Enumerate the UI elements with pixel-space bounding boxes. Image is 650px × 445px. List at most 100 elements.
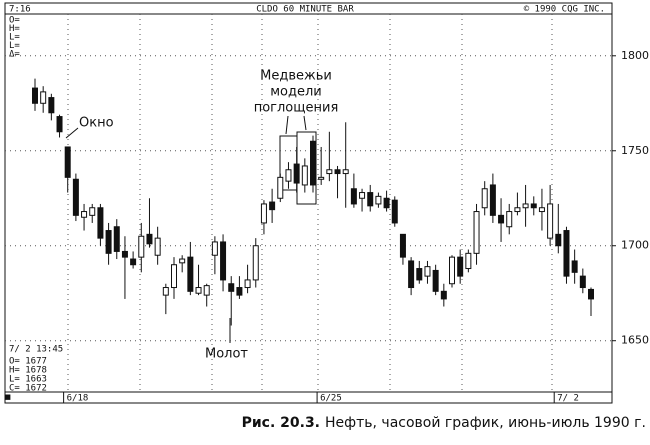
candle-body: [162, 287, 169, 296]
candle-body: [498, 214, 505, 224]
candle-body: [481, 188, 488, 209]
candle-body: [408, 260, 415, 289]
candle-body: [571, 260, 578, 273]
candle-body: [391, 199, 398, 224]
candle-body: [301, 165, 308, 186]
candle-body: [514, 207, 521, 213]
candle-body: [367, 192, 374, 207]
status-label: Δ=: [9, 50, 20, 60]
candle-body: [244, 279, 251, 289]
candle-body: [547, 203, 554, 239]
candle-body: [113, 226, 120, 252]
annotation: поглощения: [254, 101, 339, 116]
status-label: H=: [9, 24, 20, 34]
annotation: Окно: [79, 116, 114, 131]
candle-body: [252, 245, 259, 281]
candle-body: [563, 230, 570, 277]
candle-body: [32, 87, 38, 104]
candle-body: [56, 116, 63, 133]
vertical-grid: [67, 14, 553, 392]
candle-body: [440, 290, 447, 300]
candle-body: [130, 258, 137, 266]
status-label: L=: [9, 41, 20, 51]
y-tick-label: 1700: [621, 239, 649, 252]
candle-body: [555, 233, 562, 247]
candle-body: [318, 176, 325, 180]
info-line: C= 1672: [9, 384, 47, 394]
x-tick-label: 6/25: [320, 394, 342, 404]
candle-body: [449, 256, 455, 285]
candle-body: [211, 241, 218, 256]
candle-body: [399, 233, 406, 258]
candle-body: [187, 256, 194, 292]
candle-body: [432, 269, 439, 292]
candle-body: [171, 264, 177, 289]
header-time: 7:16: [9, 5, 31, 15]
caption-label: Рис. 20.3.: [242, 415, 320, 431]
caption: Нефть, часовой график, июнь-июль 1990 г.: [325, 415, 646, 431]
candle-body: [538, 207, 545, 213]
y-tick-label: 1750: [621, 144, 649, 157]
candle-body: [48, 97, 55, 114]
candle-body: [506, 211, 513, 228]
candle-body: [342, 169, 349, 175]
status-label: L=: [9, 33, 20, 43]
header-copyright: © 1990 CQG INC.: [524, 5, 605, 15]
candle-body: [146, 233, 153, 245]
candle-body: [138, 235, 145, 258]
candle-body: [326, 169, 333, 175]
candle-body: [220, 241, 227, 281]
candle-body: [579, 275, 586, 289]
info-time: 7/ 2 13:45: [9, 345, 63, 355]
axis-marker: ■: [5, 393, 11, 403]
candle-body: [260, 203, 267, 224]
candle-body: [375, 195, 382, 205]
candle-body: [105, 230, 112, 254]
annotation: Молот: [205, 347, 248, 362]
candle-body: [81, 211, 88, 218]
candle-body: [64, 146, 71, 178]
candle-body: [588, 288, 594, 300]
candle-body: [228, 283, 235, 292]
candle-body: [473, 211, 480, 254]
candle-body: [179, 258, 186, 264]
candle-body: [236, 287, 243, 296]
y-tick-label: 1650: [621, 334, 649, 347]
info-line: O= 1677: [9, 357, 47, 367]
candle-body: [154, 237, 161, 256]
status-label: O=: [9, 16, 20, 26]
x-tick-label: 6/18: [67, 394, 89, 404]
annotation: Медвежьи: [260, 69, 332, 84]
candle-body: [40, 91, 47, 104]
candle-body: [72, 178, 79, 216]
candle-body: [277, 176, 284, 199]
candle-body: [121, 250, 128, 258]
candle-body: [269, 201, 276, 211]
annotation: модели: [270, 85, 322, 100]
header-title: CLDO 60 MINUTE BAR: [256, 5, 354, 15]
candle-body: [522, 203, 529, 209]
candle-body: [489, 184, 496, 216]
info-line: L= 1663: [9, 375, 47, 385]
frame: [4, 2, 613, 404]
candle-body: [97, 207, 104, 239]
candle-body: [293, 163, 300, 184]
x-tick-label: 7/ 2: [557, 394, 579, 404]
y-tick-label: 1800: [621, 49, 649, 62]
candle-body: [310, 140, 316, 186]
candle-body: [416, 268, 423, 281]
candle-body: [350, 188, 357, 205]
candle-body: [334, 169, 341, 175]
candle-body: [457, 256, 464, 277]
candle-body: [383, 197, 390, 209]
candle-body: [359, 192, 366, 199]
candle-body: [89, 207, 96, 216]
candle-body: [465, 252, 472, 270]
candle-body: [530, 203, 537, 209]
candle-body: [195, 287, 202, 294]
candle-body: [203, 285, 210, 296]
candle-body: [285, 169, 292, 182]
candle-body: [424, 266, 431, 277]
annotation-marks: [65, 115, 317, 343]
